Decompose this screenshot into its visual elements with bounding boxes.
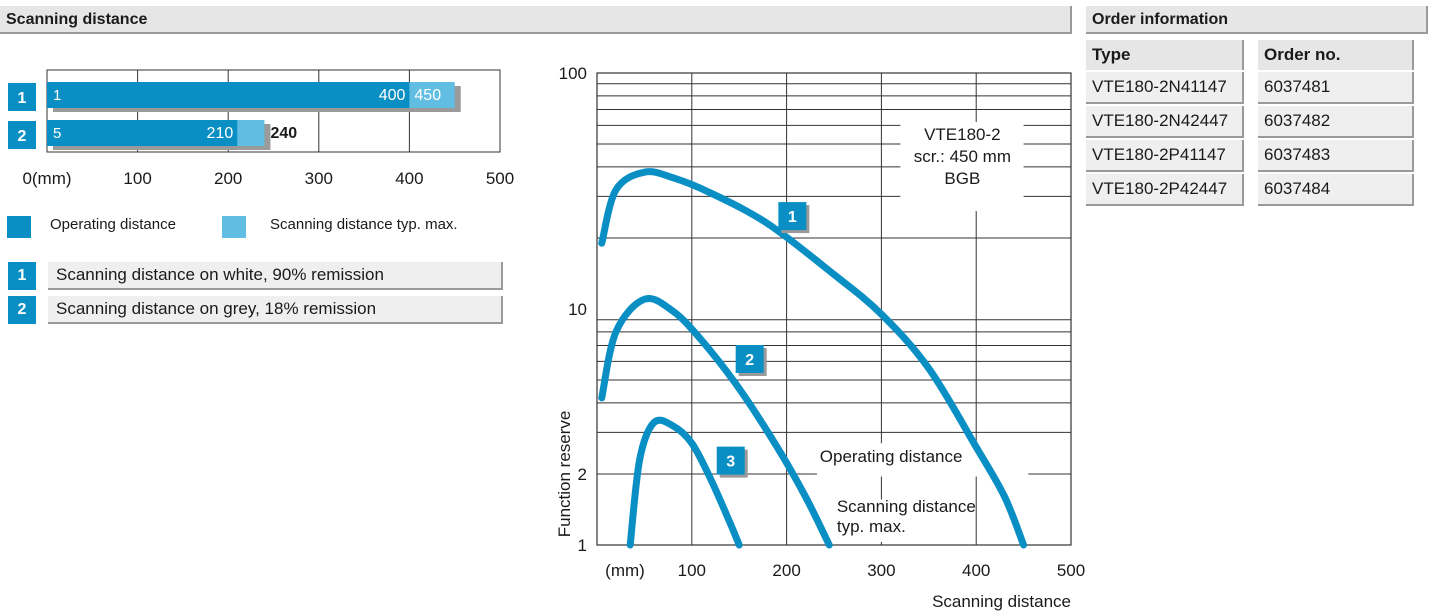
function-reserve-chart: VTE180-2 scr.: 450 mm BGB Operating distanc…: [555, 64, 1085, 611]
x-tick-label: 100: [678, 561, 706, 580]
y-tick-label: 1: [578, 536, 587, 555]
scanning-label-background: [834, 499, 962, 542]
legend-swatch-operating: [7, 216, 31, 238]
series-marker: [778, 202, 807, 231]
x-tick-label: 200: [214, 169, 242, 188]
legend-label-operating: Operating distance: [50, 216, 176, 233]
bar-category-marker: [8, 121, 36, 149]
x-tick-label: 300: [305, 169, 333, 188]
order-no-cell: 6037483: [1258, 140, 1414, 172]
chart-annotation: scr.: 450 mm: [914, 147, 1011, 166]
order-title: Order information: [1092, 11, 1229, 28]
chart-annotation: BGB: [944, 169, 980, 188]
table-row: VTE180-2P41147 6037483: [1086, 140, 1414, 172]
scanning-distance-label: typ. max.: [837, 517, 906, 536]
y-tick-label: 100: [559, 64, 587, 83]
series-marker-label: 3: [726, 454, 735, 471]
legend-label-scanning: Scanning distance typ. max.: [270, 216, 458, 233]
order-no-cell: 6037482: [1258, 106, 1414, 138]
scanning-distance-label: Scanning distance: [837, 497, 976, 516]
annotation-background: [900, 121, 1024, 212]
order-no-cell: 6037481: [1258, 72, 1414, 104]
reference-text: Scanning distance on white, 90% remissio…: [48, 262, 503, 290]
bar-scanning-label: 450: [414, 87, 441, 104]
x-tick-label: 200: [772, 561, 800, 580]
order-table: Type Order no. VTE180-2N41147 6037481 VTE…: [1086, 38, 1414, 208]
series-line-3: [626, 416, 743, 549]
reference-number: 1: [8, 262, 36, 290]
chart-annotation: VTE180-2: [924, 125, 1001, 144]
section-header: Scanning distance: [0, 6, 1072, 34]
type-cell: VTE180-2P42447: [1086, 174, 1244, 206]
x-tick-label: 500: [1057, 561, 1085, 580]
series-line-2: [598, 294, 833, 549]
table-row: VTE180-2N42447 6037482: [1086, 106, 1414, 138]
order-no-cell: 6037484: [1258, 174, 1414, 206]
x-axis-title: Scanning distance: [932, 592, 1071, 611]
order-table-header: Type Order no.: [1086, 40, 1414, 70]
bar-category-marker: [8, 83, 36, 111]
plot-frame: [596, 72, 1072, 546]
x-tick-label: 300: [867, 561, 895, 580]
bar-category-label: 2: [18, 128, 27, 145]
bar-scanning-label: 240: [270, 125, 297, 142]
column-header-order-no: Order no.: [1258, 40, 1414, 70]
table-row: VTE180-2N41147 6037481: [1086, 72, 1414, 104]
series-marker: [735, 344, 764, 373]
x-tick-label: 100: [123, 169, 151, 188]
bar-start-label: 1: [53, 87, 61, 104]
bar-category-label: 1: [18, 90, 27, 107]
type-cell: VTE180-2N42447: [1086, 106, 1244, 138]
y-tick-label: 2: [578, 465, 587, 484]
x-tick-label: 0(mm): [22, 169, 71, 188]
series-marker-label: 1: [788, 209, 797, 226]
scanning-bar-chart: 0(mm) 100 200 300 400 500 1 1 400 450 2 5 210 240: [8, 69, 514, 188]
table-row: VTE180-2P42447 6037484: [1086, 174, 1414, 206]
x-tick-label: 400: [395, 169, 423, 188]
series-marker-label: 2: [745, 352, 754, 369]
operating-distance-label: Operating distance: [820, 447, 963, 466]
legend-swatch-scanning: [222, 216, 246, 238]
column-header-type: Type: [1086, 40, 1244, 70]
bar-operating: [47, 82, 410, 108]
series-line-1: [598, 168, 1028, 549]
section-title: Scanning distance: [6, 11, 148, 28]
series-marker: [716, 446, 745, 475]
order-header: Order information: [1086, 6, 1428, 34]
y-axis-title: Function reserve: [555, 411, 574, 538]
plot-frame: [46, 69, 501, 153]
x-tick-label: 500: [486, 169, 514, 188]
bar-operating-label: 400: [379, 87, 406, 104]
bar-start-label: 5: [53, 125, 61, 142]
x-tick-label: (mm): [605, 561, 645, 580]
bar-operating-label: 210: [207, 125, 234, 142]
reference-number: 2: [8, 296, 36, 324]
type-cell: VTE180-2N41147: [1086, 72, 1244, 104]
y-tick-label: 10: [568, 300, 587, 319]
type-cell: VTE180-2P41147: [1086, 140, 1244, 172]
bar-operating: [47, 120, 238, 146]
reference-text: Scanning distance on grey, 18% remission: [48, 296, 503, 324]
x-tick-label: 400: [962, 561, 990, 580]
